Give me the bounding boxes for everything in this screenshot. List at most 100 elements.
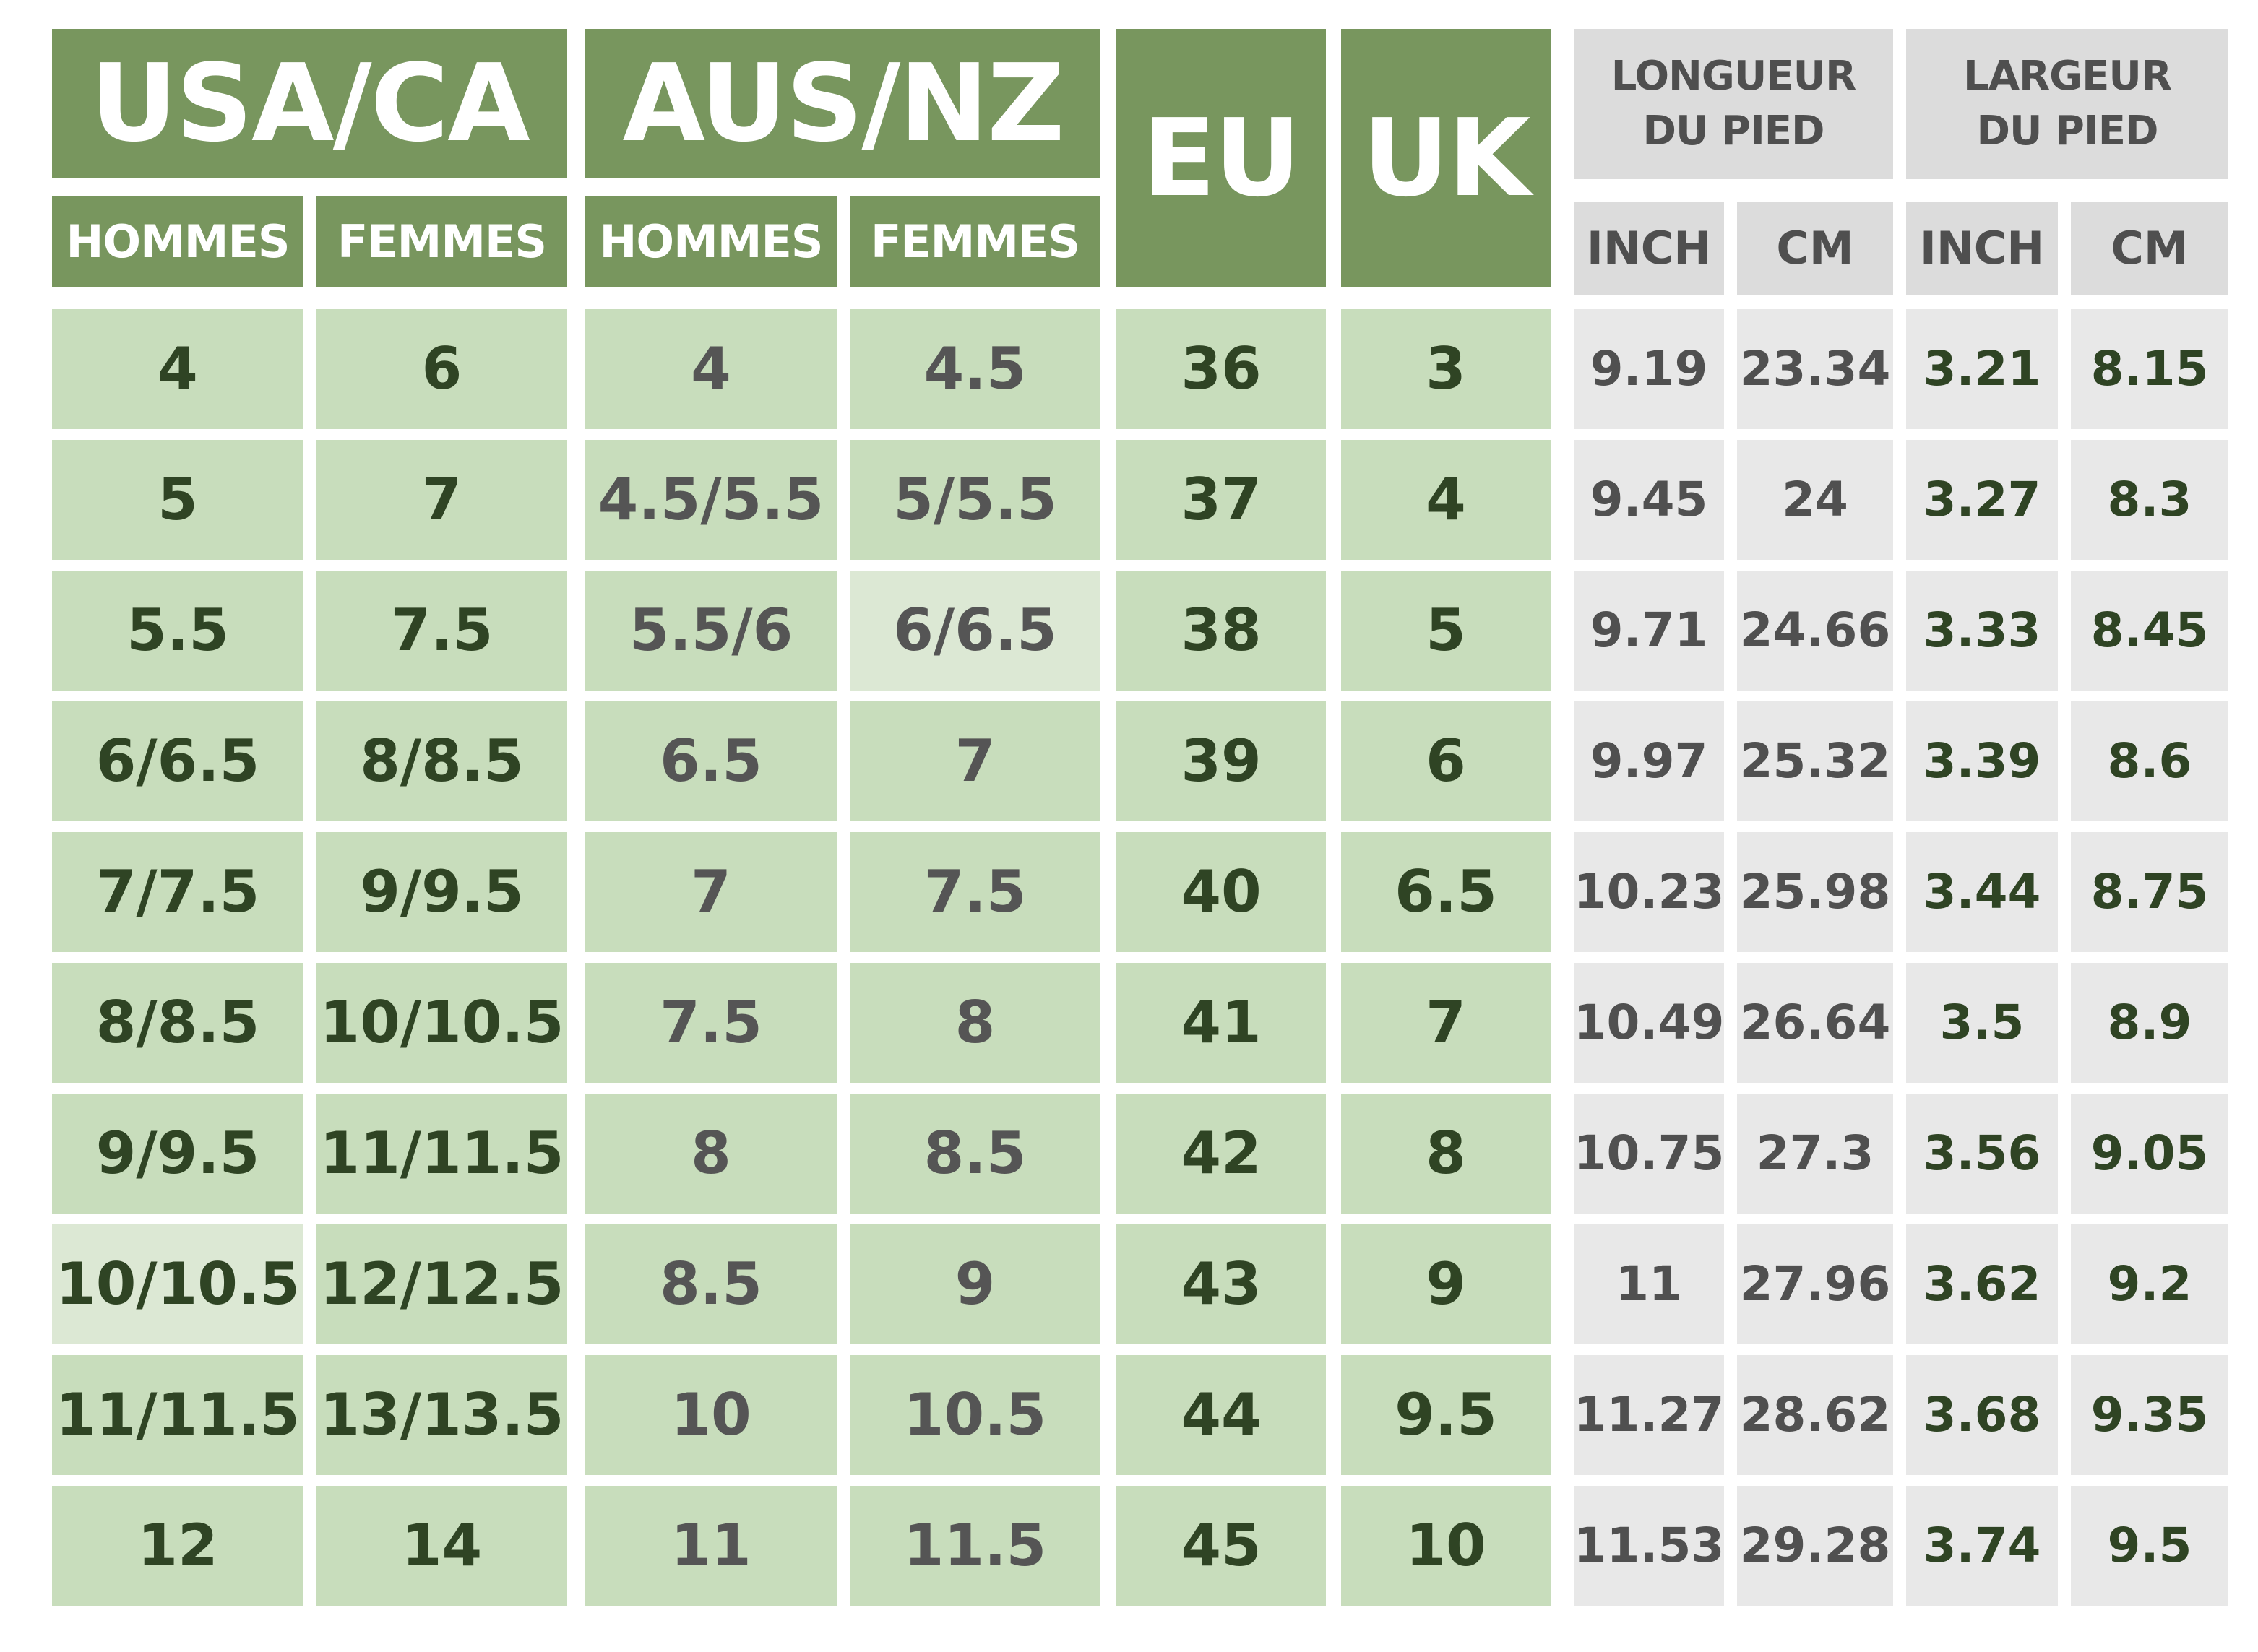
length-inch-cell: 9.97 [1574, 701, 1724, 821]
usa-femmes-cell: 7.5 [316, 571, 567, 691]
uk-cell: 6 [1341, 701, 1551, 821]
width-cm-cell: 9.2 [2071, 1224, 2228, 1344]
usa-femmes-cell: 14 [316, 1486, 567, 1606]
eu-cell: 42 [1116, 1094, 1326, 1214]
header-aus-hommes: HOMMES [585, 196, 837, 287]
width-cm-cell: 8.9 [2071, 963, 2228, 1083]
width-cm-cell: 8.75 [2071, 832, 2228, 952]
aus-hommes-cell: 4 [585, 309, 837, 429]
length-inch-cell: 10.75 [1574, 1094, 1724, 1214]
usa-hommes-cell: 7/7.5 [52, 832, 303, 952]
width-inch-cell: 3.44 [1906, 832, 2058, 952]
length-cm-cell: 28.62 [1737, 1355, 1893, 1475]
usa-hommes-cell: 11/11.5 [52, 1355, 303, 1475]
width-inch-cell: 3.39 [1906, 701, 2058, 821]
header-foot-width: LARGEUR DU PIED [1906, 29, 2228, 179]
aus-hommes-cell: 5.5/6 [585, 571, 837, 691]
width-cm-cell: 8.6 [2071, 701, 2228, 821]
width-cm-cell: 9.05 [2071, 1094, 2228, 1214]
header-aus-nz: AUS/NZ [585, 29, 1100, 178]
eu-cell: 40 [1116, 832, 1326, 952]
eu-cell: 39 [1116, 701, 1326, 821]
aus-femmes-cell: 7 [850, 701, 1100, 821]
length-inch-cell: 11.53 [1574, 1486, 1724, 1606]
aus-hommes-cell: 4.5/5.5 [585, 440, 837, 560]
length-cm-cell: 24.66 [1737, 571, 1893, 691]
length-cm-cell: 27.96 [1737, 1224, 1893, 1344]
length-cm-cell: 26.64 [1737, 963, 1893, 1083]
uk-cell: 5 [1341, 571, 1551, 691]
eu-cell: 38 [1116, 571, 1326, 691]
header-length-inch: INCH [1574, 202, 1724, 295]
eu-cell: 37 [1116, 440, 1326, 560]
uk-cell: 9.5 [1341, 1355, 1551, 1475]
length-inch-cell: 10.23 [1574, 832, 1724, 952]
aus-hommes-cell: 7.5 [585, 963, 837, 1083]
uk-cell: 7 [1341, 963, 1551, 1083]
length-cm-cell: 27.3 [1737, 1094, 1893, 1214]
aus-hommes-cell: 8.5 [585, 1224, 837, 1344]
aus-hommes-cell: 7 [585, 832, 837, 952]
length-inch-cell: 9.19 [1574, 309, 1724, 429]
header-usa-hommes: HOMMES [52, 196, 303, 287]
aus-femmes-cell: 8 [850, 963, 1100, 1083]
usa-femmes-cell: 8/8.5 [316, 701, 567, 821]
aus-hommes-cell: 6.5 [585, 701, 837, 821]
header-foot-length: LONGUEUR DU PIED [1574, 29, 1893, 179]
usa-femmes-cell: 6 [316, 309, 567, 429]
aus-hommes-cell: 10 [585, 1355, 837, 1475]
length-inch-cell: 10.49 [1574, 963, 1724, 1083]
eu-cell: 41 [1116, 963, 1326, 1083]
aus-hommes-cell: 8 [585, 1094, 837, 1214]
length-cm-cell: 23.34 [1737, 309, 1893, 429]
usa-femmes-cell: 13/13.5 [316, 1355, 567, 1475]
aus-femmes-cell: 11.5 [850, 1486, 1100, 1606]
usa-hommes-cell: 9/9.5 [52, 1094, 303, 1214]
aus-hommes-cell: 11 [585, 1486, 837, 1606]
uk-cell: 9 [1341, 1224, 1551, 1344]
width-inch-cell: 3.74 [1906, 1486, 2058, 1606]
usa-femmes-cell: 12/12.5 [316, 1224, 567, 1344]
usa-hommes-cell: 5 [52, 440, 303, 560]
width-cm-cell: 8.3 [2071, 440, 2228, 560]
header-uk: UK [1341, 29, 1551, 287]
header-usa-femmes: FEMMES [316, 196, 567, 287]
width-cm-cell: 8.15 [2071, 309, 2228, 429]
uk-cell: 4 [1341, 440, 1551, 560]
aus-femmes-cell: 5/5.5 [850, 440, 1100, 560]
length-inch-cell: 9.45 [1574, 440, 1724, 560]
width-inch-cell: 3.5 [1906, 963, 2058, 1083]
width-inch-cell: 3.27 [1906, 440, 2058, 560]
usa-hommes-cell: 4 [52, 309, 303, 429]
aus-femmes-cell: 7.5 [850, 832, 1100, 952]
length-cm-cell: 24 [1737, 440, 1893, 560]
width-cm-cell: 9.5 [2071, 1486, 2228, 1606]
width-inch-cell: 3.68 [1906, 1355, 2058, 1475]
uk-cell: 3 [1341, 309, 1551, 429]
length-inch-cell: 11.27 [1574, 1355, 1724, 1475]
width-inch-cell: 3.62 [1906, 1224, 2058, 1344]
eu-cell: 44 [1116, 1355, 1326, 1475]
eu-cell: 36 [1116, 309, 1326, 429]
width-inch-cell: 3.21 [1906, 309, 2058, 429]
length-inch-cell: 11 [1574, 1224, 1724, 1344]
usa-femmes-cell: 10/10.5 [316, 963, 567, 1083]
width-cm-cell: 8.45 [2071, 571, 2228, 691]
usa-hommes-cell: 10/10.5 [52, 1224, 303, 1344]
header-usa-ca: USA/CA [52, 29, 567, 178]
uk-cell: 10 [1341, 1486, 1551, 1606]
length-inch-cell: 9.71 [1574, 571, 1724, 691]
usa-hommes-cell: 8/8.5 [52, 963, 303, 1083]
length-cm-cell: 25.98 [1737, 832, 1893, 952]
uk-cell: 8 [1341, 1094, 1551, 1214]
usa-hommes-cell: 6/6.5 [52, 701, 303, 821]
header-aus-femmes: FEMMES [850, 196, 1100, 287]
aus-femmes-cell: 6/6.5 [850, 571, 1100, 691]
eu-cell: 45 [1116, 1486, 1326, 1606]
header-eu: EU [1116, 29, 1326, 287]
width-inch-cell: 3.33 [1906, 571, 2058, 691]
uk-cell: 6.5 [1341, 832, 1551, 952]
aus-femmes-cell: 4.5 [850, 309, 1100, 429]
header-width-cm: CM [2071, 202, 2228, 295]
usa-femmes-cell: 9/9.5 [316, 832, 567, 952]
